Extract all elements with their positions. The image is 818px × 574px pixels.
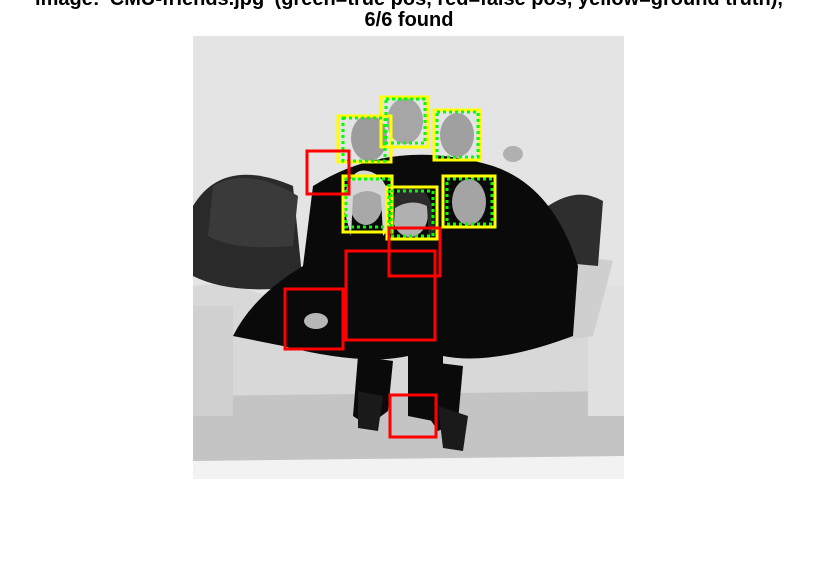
- hand-left: [304, 313, 328, 329]
- pillow-left-back: [208, 178, 298, 248]
- ground-truth-box-2: [379, 95, 430, 149]
- bodies-main: [233, 154, 578, 421]
- true-positive-box-5: [389, 189, 435, 238]
- figure-title-line-1: image: 'CMU-friends.jpg' (green=true pos…: [0, 0, 818, 11]
- face-2: [387, 98, 423, 144]
- false-positive-box-5: [388, 393, 438, 439]
- hair-5: [388, 185, 435, 241]
- face-6: [452, 179, 486, 225]
- group-of-people: [233, 154, 578, 451]
- sofa-skirt: [193, 391, 624, 461]
- false-positive-box-4: [283, 287, 345, 351]
- hand-top-right: [503, 146, 523, 162]
- detection-boxes: [283, 95, 497, 439]
- true-positive-box-1: [341, 116, 387, 163]
- boot-right: [438, 406, 468, 451]
- ground-truth-box-4: [341, 174, 394, 234]
- ground-truth-box-3: [432, 108, 482, 162]
- true-positive-box-2: [384, 97, 427, 145]
- ground-truth-box-5: [385, 185, 439, 241]
- ground-truth-box-6: [441, 174, 497, 229]
- true-positive-box-4: [344, 177, 391, 229]
- image-canvas: [193, 36, 624, 479]
- ground-truth-box-1: [336, 114, 393, 164]
- faces: [343, 98, 486, 241]
- true-positive-box-6: [445, 177, 494, 226]
- detection-image: [193, 36, 624, 479]
- false-positive-box-3: [344, 249, 437, 342]
- false-positive-box-1: [305, 149, 351, 196]
- sofa-arm-left: [193, 306, 233, 416]
- figure-title-line-2: 6/6 found: [364, 9, 454, 31]
- face-1: [351, 115, 387, 161]
- boot-left: [358, 391, 383, 431]
- face-3: [440, 113, 474, 157]
- true-positive-box-3: [435, 110, 480, 159]
- hair-4: [343, 170, 392, 236]
